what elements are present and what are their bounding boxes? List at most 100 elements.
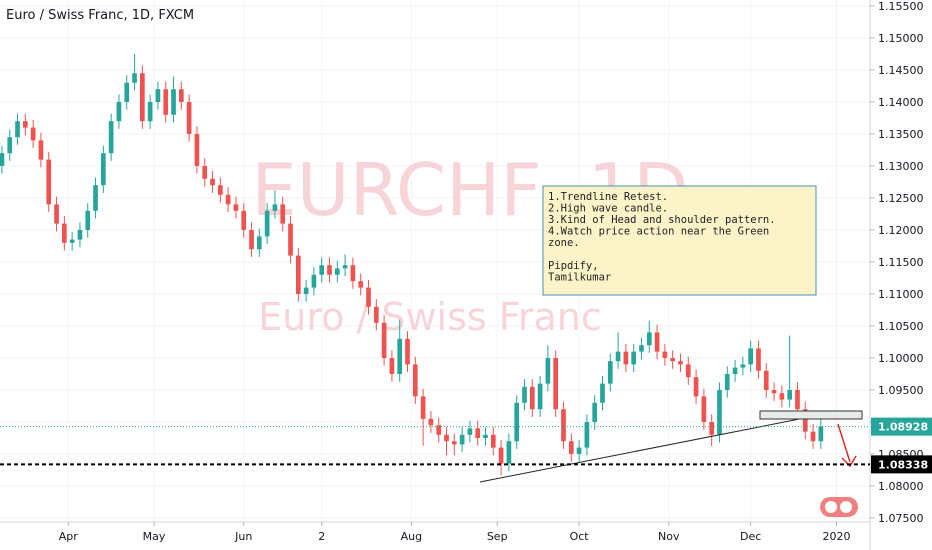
candle-body [194,134,200,166]
candle-body [358,281,364,288]
last-price-label: 1.08928 [878,421,928,434]
candle-body [62,223,67,243]
candle-body [568,441,574,454]
candle-body [397,338,403,374]
candle-body [412,364,418,397]
candle-body [139,73,145,122]
x-tick-label: 2020 [822,530,850,543]
note-line: 1.Trendline Retest. [548,191,668,203]
candle-body [537,383,543,410]
y-tick-label: 1.07500 [878,512,924,525]
y-tick-label: 1.14000 [878,96,924,109]
candle-body [646,332,652,346]
chart-title: Euro / Swiss Franc, 1D, FXCM [6,8,194,23]
x-tick-label: Apr [59,530,79,543]
candle-body [615,351,621,362]
candle-body [225,194,231,205]
candle-body [810,431,816,442]
note-line: zone. [548,237,580,249]
candle-body [366,287,371,307]
note-box [542,185,817,296]
x-tick-label: 2 [318,530,325,543]
candle-body [7,137,13,154]
y-tick-label: 1.15000 [878,32,924,45]
x-tick-label: Oct [570,530,590,543]
candle-body [631,351,637,365]
candle-body [15,121,20,138]
candle-body [514,402,520,442]
candle-body [467,428,473,435]
candle-body [709,422,715,435]
candle-body [272,204,278,211]
candle-body [100,153,106,186]
candle-body [85,210,91,230]
candle-body [420,396,426,419]
note-line: 2.High wave candle. [548,203,668,215]
candle-body [779,393,785,400]
note-line: 4.Watch price action near the Green [548,226,769,238]
x-tick-label: May [143,530,166,543]
candle-body [529,386,535,410]
x-tick-label: Sep [487,530,508,543]
candle-body [350,265,356,282]
note: 1.Trendline Retest.2.High wave candle.3.… [548,191,776,284]
candle-body [654,332,660,352]
y-tick-label: 1.09500 [878,384,924,397]
candle-body [256,236,262,250]
y-tick-label: 1.12000 [878,224,924,237]
y-tick-label: 1.15500 [878,0,924,13]
level-badge [871,455,932,474]
candle-body [717,390,722,435]
candle-body [724,374,730,390]
candle-body [522,386,527,403]
candle-body [787,390,793,400]
candle-body [319,265,325,275]
candle-body [756,348,761,371]
note-line: Tamilkumar [548,272,611,284]
candle-body [202,166,208,179]
candle-body [600,383,605,403]
last-price-badge [871,417,932,436]
y-tick-label: 1.13500 [878,128,924,141]
candle-body [0,153,5,166]
candle-body [342,265,348,269]
candle-body [405,338,410,365]
candle-body [108,121,114,154]
candle-body [264,210,270,237]
candle-body [545,358,551,384]
candle-body [280,204,286,224]
candle-body [241,210,247,230]
candle-body [701,396,707,422]
candle-body [451,441,457,445]
y-tick-label: 1.08000 [878,480,924,493]
logo [820,497,858,517]
level-label: 1.08338 [878,458,928,471]
candle-body [506,441,512,464]
green-zone [759,410,863,420]
candle-body [147,102,153,122]
candle-body [334,268,340,275]
candle-body [607,361,613,384]
y-tick-label: 1.10000 [878,352,924,365]
candle-body [490,434,496,448]
candle-body [576,447,582,454]
candle-body [584,422,590,448]
candle-body [389,358,395,374]
candle-body [444,434,449,442]
candle-body [763,370,769,390]
note-line: 3.Kind of Head and shoulder pattern. [548,214,776,226]
candle-body [553,358,559,410]
candle-body [592,402,598,422]
candle-body [124,82,130,102]
candle-body [795,390,800,410]
candle-body [178,89,184,102]
candle-body [771,390,777,394]
candle-body [802,409,808,432]
candle-body [436,425,442,435]
x-tick-label: Dec [740,530,761,543]
candle-body [740,364,746,368]
watermark-name: Euro / Swiss Franc [258,295,602,339]
x-tick-label: Aug [401,530,422,543]
